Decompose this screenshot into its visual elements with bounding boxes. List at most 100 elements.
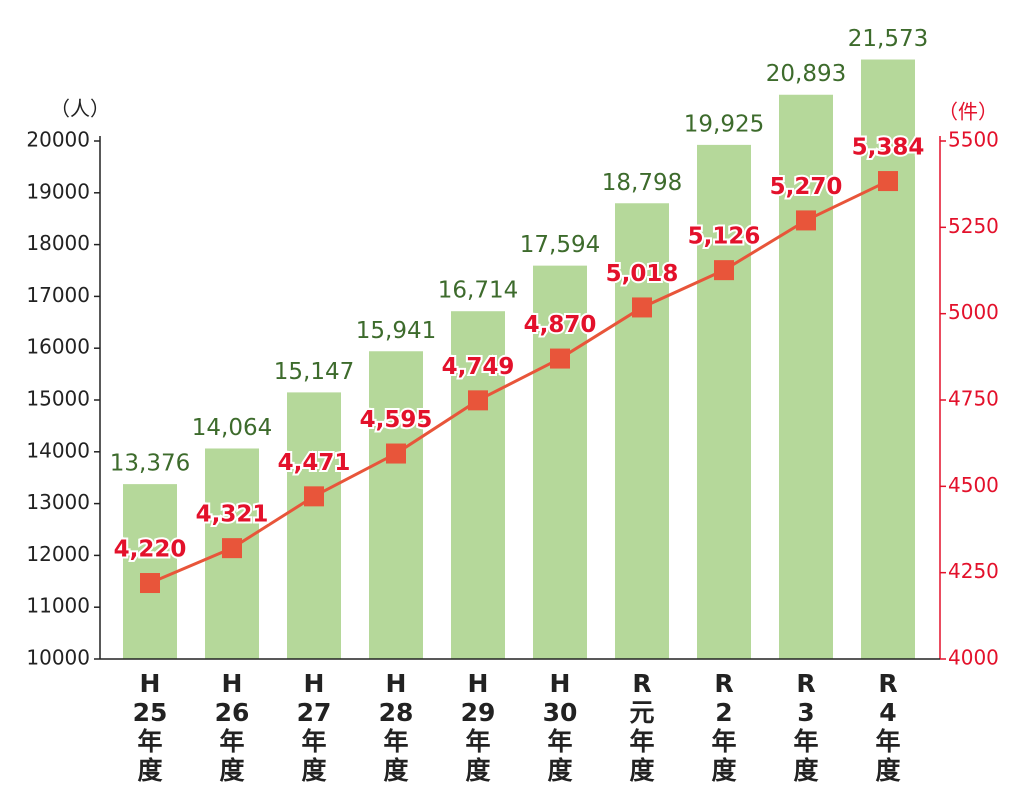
bar [697,144,751,659]
line-marker [550,348,570,369]
line-value-label: 5,384 [852,135,925,161]
x-tick-label: H [386,669,407,698]
bar [861,59,915,659]
bar [369,351,423,659]
x-tick-label: 度 [711,756,736,785]
y-tick-label: 14000 [26,438,90,462]
x-tick-label: 年 [465,727,490,756]
line-value-label: 5,018 [606,261,679,287]
line-value-label: 4,595 [360,407,433,433]
line-value-label: 4,471 [278,450,351,476]
x-tick-label: R [796,669,815,698]
y-tick-label: 13000 [26,490,90,514]
bar [287,392,341,659]
x-tick-label: H [304,669,325,698]
x-tick-label: 度 [465,756,490,785]
line-marker [714,260,734,281]
bar-value-label: 13,376 [110,451,190,477]
x-tick-label: R [878,669,897,698]
x-tick-label: 年 [383,727,408,756]
y-tick-label: 15000 [26,387,90,411]
x-tick-label: 2 [715,698,732,727]
x-tick-label: 27 [297,698,332,727]
y2-tick-label: 4250 [948,559,999,583]
x-tick-label: 26 [215,698,250,727]
x-tick-label: 度 [547,756,572,785]
line-value-label: 4,321 [196,502,269,528]
x-tick-label: 30 [543,698,578,727]
y-tick-label: 20000 [26,128,90,152]
x-tick-label: 年 [137,727,162,756]
y2-tick-label: 4750 [948,387,999,411]
line-marker [468,390,488,411]
y-tick-label: 17000 [26,283,90,307]
x-tick-label: R [714,669,733,698]
line-value-label: 4,220 [114,537,187,563]
x-tick-label: 元 [629,698,654,727]
x-tick-label: 年 [711,727,736,756]
y-tick-label: 16000 [26,335,90,359]
bar [533,265,587,659]
bar-value-label: 15,147 [274,359,354,385]
x-tick-label: H [140,669,161,698]
x-tick-label: H [222,669,243,698]
x-tick-label: 度 [793,756,818,785]
line-marker [878,171,898,192]
bar-value-label: 17,594 [520,232,600,258]
bar-value-label: 20,893 [766,61,846,87]
y-tick-label: 12000 [26,542,90,566]
line-marker [222,538,242,559]
y-tick-label: 18000 [26,231,90,255]
x-tick-label: 年 [301,727,326,756]
line-marker [140,573,160,594]
bar [615,203,669,659]
x-tick-label: 度 [137,756,162,785]
y-tick-label: 11000 [26,594,90,618]
bar [123,484,177,659]
x-tick-label: 28 [379,698,414,727]
bar-value-label: 16,714 [438,278,518,304]
x-tick-label: 度 [219,756,244,785]
x-tick-label: H [468,669,489,698]
y2-tick-label: 5000 [948,300,999,324]
x-tick-label: 25 [133,698,168,727]
y2-tick-label: 4000 [948,646,999,670]
line-value-label: 4,749 [442,354,515,380]
bar [779,94,833,659]
y-axis-title: （人） [50,97,110,121]
bar-value-label: 15,941 [356,318,436,344]
y-tick-label: 19000 [26,179,90,203]
y-tick-label: 10000 [26,646,90,670]
x-tick-label: 年 [793,727,818,756]
x-tick-label: 度 [629,756,654,785]
bar-value-label: 14,064 [192,415,272,441]
bar-value-label: 21,573 [848,26,928,52]
x-tick-label: H [550,669,571,698]
x-tick-label: 度 [875,756,900,785]
x-tick-label: 年 [875,727,900,756]
line [149,179,889,585]
x-tick-label: 年 [547,727,572,756]
y2-axis-title: （件） [938,100,998,124]
x-tick-label: 4 [879,698,896,727]
line-value-label: 4,870 [524,312,597,338]
line-value-label: 5,270 [770,174,843,200]
x-tick-label: R [632,669,651,698]
y2-tick-label: 4500 [948,473,999,497]
x-tick-label: 3 [797,698,814,727]
line-marker [632,297,652,318]
line-marker [796,210,816,231]
x-tick-label: 度 [383,756,408,785]
x-tick-label: 年 [629,727,654,756]
line-marker [386,443,406,464]
line-marker [304,486,324,507]
bar-value-label: 19,925 [684,111,764,137]
x-tick-label: 29 [461,698,496,727]
bar-value-label: 18,798 [602,170,682,196]
y2-tick-label: 5250 [948,214,999,238]
x-tick-label: 度 [301,756,326,785]
x-tick-label: 年 [219,727,244,756]
y2-tick-label: 5500 [948,128,999,152]
line-value-label: 5,126 [688,224,761,250]
